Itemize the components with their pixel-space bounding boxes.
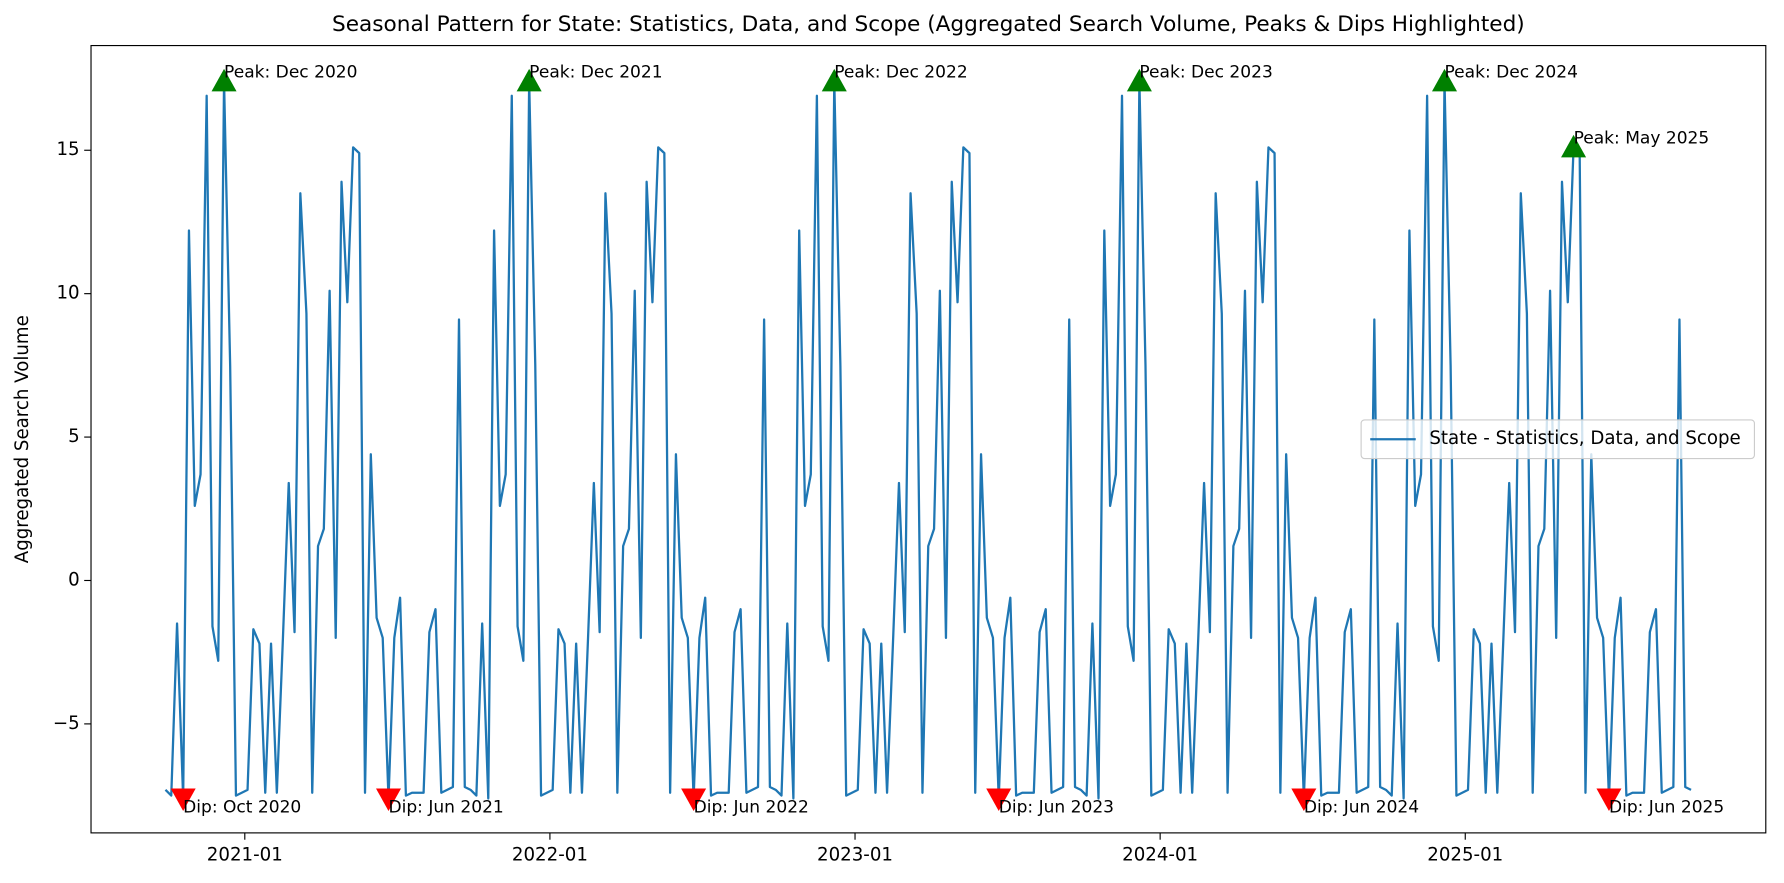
x-tick-label: 2025-01 — [1427, 845, 1503, 866]
y-tick-label: 15 — [56, 139, 79, 160]
peak-label: Peak: Dec 2023 — [1139, 62, 1272, 82]
peak-marker — [516, 68, 542, 92]
x-tick-label: 2024-01 — [1122, 845, 1198, 866]
dip-label: Dip: Jun 2021 — [389, 798, 504, 818]
peak-label: Peak: Dec 2021 — [529, 62, 662, 82]
dip-marker — [170, 788, 196, 811]
legend-label: State - Statistics, Data, and Scope — [1429, 428, 1740, 449]
y-tick-label: 0 — [68, 569, 80, 590]
x-tick-label: 2023-01 — [817, 845, 893, 866]
dip-label: Dip: Jun 2023 — [999, 798, 1114, 818]
peak-label: Peak: Dec 2024 — [1445, 62, 1578, 82]
peak-marker — [1561, 134, 1587, 158]
peak-marker — [1431, 68, 1458, 92]
legend: State - Statistics, Data, and Scope — [1360, 419, 1755, 460]
chart-title: Seasonal Pattern for State: Statistics, … — [332, 12, 1525, 37]
peak-label: Peak: Dec 2022 — [834, 62, 967, 82]
y-axis-label: Aggregated Search Volume — [12, 315, 33, 563]
peak-marker — [821, 68, 847, 92]
peak-label: Peak: May 2025 — [1574, 128, 1710, 148]
dip-label: Dip: Jun 2022 — [694, 798, 809, 818]
y-tick-label: 10 — [56, 283, 79, 304]
series-line — [164, 80, 1692, 800]
dip-label: Dip: Oct 2020 — [183, 798, 301, 818]
dip-marker — [1291, 788, 1317, 811]
dip-marker — [986, 788, 1012, 811]
x-tick-label: 2022-01 — [512, 845, 588, 866]
legend-box — [1360, 419, 1755, 460]
dip-marker — [1596, 788, 1622, 811]
dip-label: Dip: Jun 2025 — [1609, 798, 1724, 818]
peak-marker — [1126, 68, 1152, 92]
x-tick-label: 2021-01 — [207, 845, 283, 866]
plot-frame — [90, 44, 1767, 834]
dip-marker — [375, 788, 402, 811]
peak-label: Peak: Dec 2020 — [224, 62, 357, 82]
y-tick-label: −5 — [53, 713, 80, 734]
dip-label: Dip: Jun 2024 — [1304, 798, 1419, 818]
peak-marker — [211, 68, 237, 92]
y-tick-label: 5 — [68, 426, 80, 447]
dip-marker — [681, 788, 707, 811]
